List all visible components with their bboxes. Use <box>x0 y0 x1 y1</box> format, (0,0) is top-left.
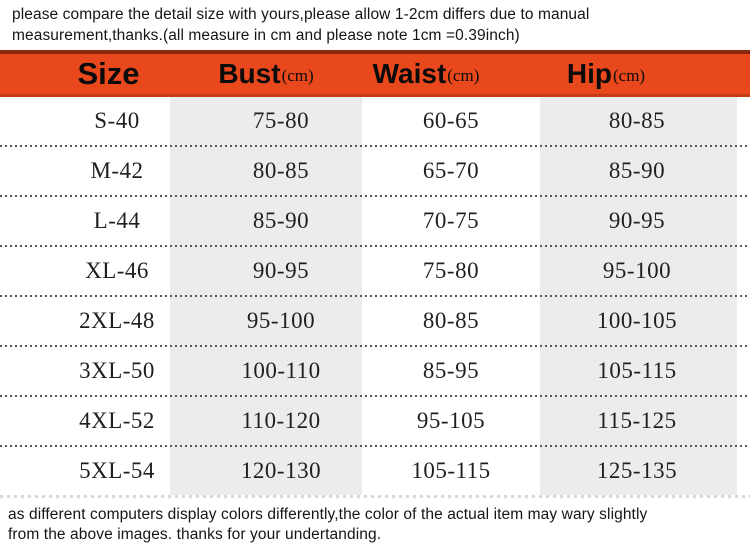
column-header-bust-label: Bust <box>218 57 281 89</box>
size-cell: S-40 <box>94 107 140 133</box>
color-disclaimer-note: as different computers display colors di… <box>0 498 750 545</box>
measurement-note-line2: measurement,thanks.(all measure in cm an… <box>12 26 520 44</box>
table-row: 3XL-50 100-110 85-95 105-115 <box>0 347 750 395</box>
size-cell: XL-46 <box>85 257 149 283</box>
row-separator <box>0 244 750 247</box>
hip-cell: 115-125 <box>597 407 677 433</box>
column-header-waist: Waist (cm) <box>362 58 540 90</box>
waist-cell: 105-115 <box>411 457 491 483</box>
bust-cell: 75-80 <box>252 107 310 133</box>
row-separator <box>0 294 750 297</box>
hip-cell: 95-100 <box>602 257 672 283</box>
measurement-note-line1: please compare the detail size with your… <box>12 6 590 23</box>
waist-cell: 70-75 <box>422 207 480 233</box>
row-separator <box>0 144 750 147</box>
waist-cell: 80-85 <box>422 307 480 333</box>
size-cell: M-42 <box>90 157 144 183</box>
size-cell: 2XL-48 <box>79 307 155 333</box>
column-header-size: Size <box>0 56 170 92</box>
column-header-hip: Hip (cm) <box>540 58 750 90</box>
table-row: 5XL-54 120-130 105-115 125-135 <box>0 447 750 495</box>
table-row: L-44 85-90 70-75 90-95 <box>0 197 750 245</box>
bust-cell: 95-100 <box>246 307 316 333</box>
size-cell: 4XL-52 <box>79 407 155 433</box>
column-header-hip-unit: (cm) <box>613 65 646 85</box>
hip-cell: 125-135 <box>596 457 678 483</box>
column-header-waist-label: Waist <box>372 57 447 89</box>
table-row: 4XL-52 110-120 95-105 115-125 <box>0 397 750 445</box>
hip-cell: 90-95 <box>608 207 666 233</box>
bust-cell: 110-120 <box>241 407 321 433</box>
color-disclaimer-line2: from the above images. thanks for your u… <box>8 526 382 544</box>
table-bottom-edge <box>0 494 750 498</box>
table-row: S-40 75-80 60-65 80-85 <box>0 97 750 145</box>
column-header-size-label: Size <box>77 55 140 91</box>
waist-cell: 85-95 <box>422 357 480 383</box>
bust-cell: 90-95 <box>252 257 310 283</box>
bust-cell: 85-90 <box>252 207 310 233</box>
waist-cell: 65-70 <box>422 157 480 183</box>
waist-cell: 60-65 <box>422 107 480 133</box>
row-separator <box>0 394 750 397</box>
bust-cell: 80-85 <box>252 157 310 183</box>
row-separator <box>0 194 750 197</box>
waist-cell: 75-80 <box>422 257 480 283</box>
bust-cell: 120-130 <box>240 457 322 483</box>
table-row: XL-46 90-95 75-80 95-100 <box>0 247 750 295</box>
table-body: S-40 75-80 60-65 80-85 M-42 80-85 65-70 … <box>0 96 750 495</box>
bust-cell: 100-110 <box>241 357 321 383</box>
column-header-bust: Bust (cm) <box>170 58 362 90</box>
row-separator <box>0 444 750 447</box>
table-row: M-42 80-85 65-70 85-90 <box>0 147 750 195</box>
waist-cell: 95-105 <box>416 407 486 433</box>
column-header-bust-unit: (cm) <box>281 65 314 85</box>
size-cell: 5XL-54 <box>79 457 155 483</box>
size-cell: 3XL-50 <box>79 357 155 383</box>
row-separator <box>0 344 750 347</box>
table-row: 2XL-48 95-100 80-85 100-105 <box>0 297 750 345</box>
hip-cell: 100-105 <box>596 307 678 333</box>
measurement-note: please compare the detail size with your… <box>0 0 750 50</box>
column-header-hip-label: Hip <box>566 57 612 89</box>
hip-cell: 105-115 <box>597 357 677 383</box>
column-header-waist-unit: (cm) <box>447 65 480 85</box>
hip-cell: 85-90 <box>608 157 666 183</box>
size-cell: L-44 <box>93 207 141 233</box>
table-header-row: Size Bust (cm) Waist (cm) Hip (cm) <box>0 49 750 97</box>
hip-cell: 80-85 <box>608 107 666 133</box>
color-disclaimer-line1: as different computers display colors di… <box>8 505 648 523</box>
